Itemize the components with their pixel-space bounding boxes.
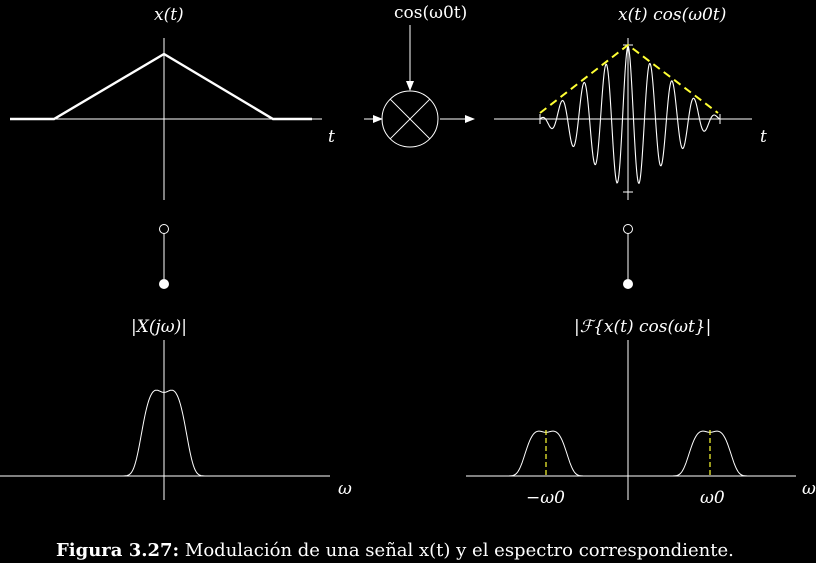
negative-band-spectrum [492, 430, 600, 477]
caption-text: Modulación de una señal x(t) y el espect… [179, 540, 734, 561]
carrier-label: cos(ω0t) [394, 3, 467, 23]
modulated-label: x(t) cos(ω0t) [618, 5, 726, 25]
baseband-spectrum [106, 389, 222, 477]
X-jw-label: |X(jω)| [131, 317, 187, 337]
triangle-signal [10, 52, 312, 121]
neg-w0-label: −ω0 [526, 488, 565, 508]
figure-caption: Figura 3.27: Modulación de una señal x(t… [56, 540, 734, 561]
omega-axis-label-left: ω [338, 479, 352, 499]
t-axis-label-right: t [760, 127, 767, 147]
omega-axis-label-right: ω [802, 479, 816, 499]
F-mod-label: |ℱ{x(t) cos(ωt}| [574, 317, 711, 337]
modulated-waveform [539, 44, 721, 185]
multiplier-icon [381, 90, 439, 148]
signal-x-panel: x(t) t [10, 5, 335, 200]
x-t-label: x(t) [154, 5, 184, 25]
spectrum-mod-panel: |ℱ{x(t) cos(ωt}| −ω0 ω0 ω [466, 317, 816, 508]
multiplier-block: cos(ω0t) [364, 3, 475, 148]
envelope-dashed [539, 43, 719, 114]
positive-band-spectrum [656, 430, 764, 477]
caption-number: Figura 3.27: [56, 540, 179, 561]
pos-w0-label: ω0 [700, 488, 725, 508]
spectrum-x-panel: |X(jω)| ω [0, 317, 352, 500]
transform-pair-icon [159, 224, 169, 289]
modulated-signal-panel: x(t) cos(ω0t) t [494, 5, 767, 200]
t-axis-label-left: t [328, 127, 335, 147]
transform-pair-icon [623, 224, 633, 289]
